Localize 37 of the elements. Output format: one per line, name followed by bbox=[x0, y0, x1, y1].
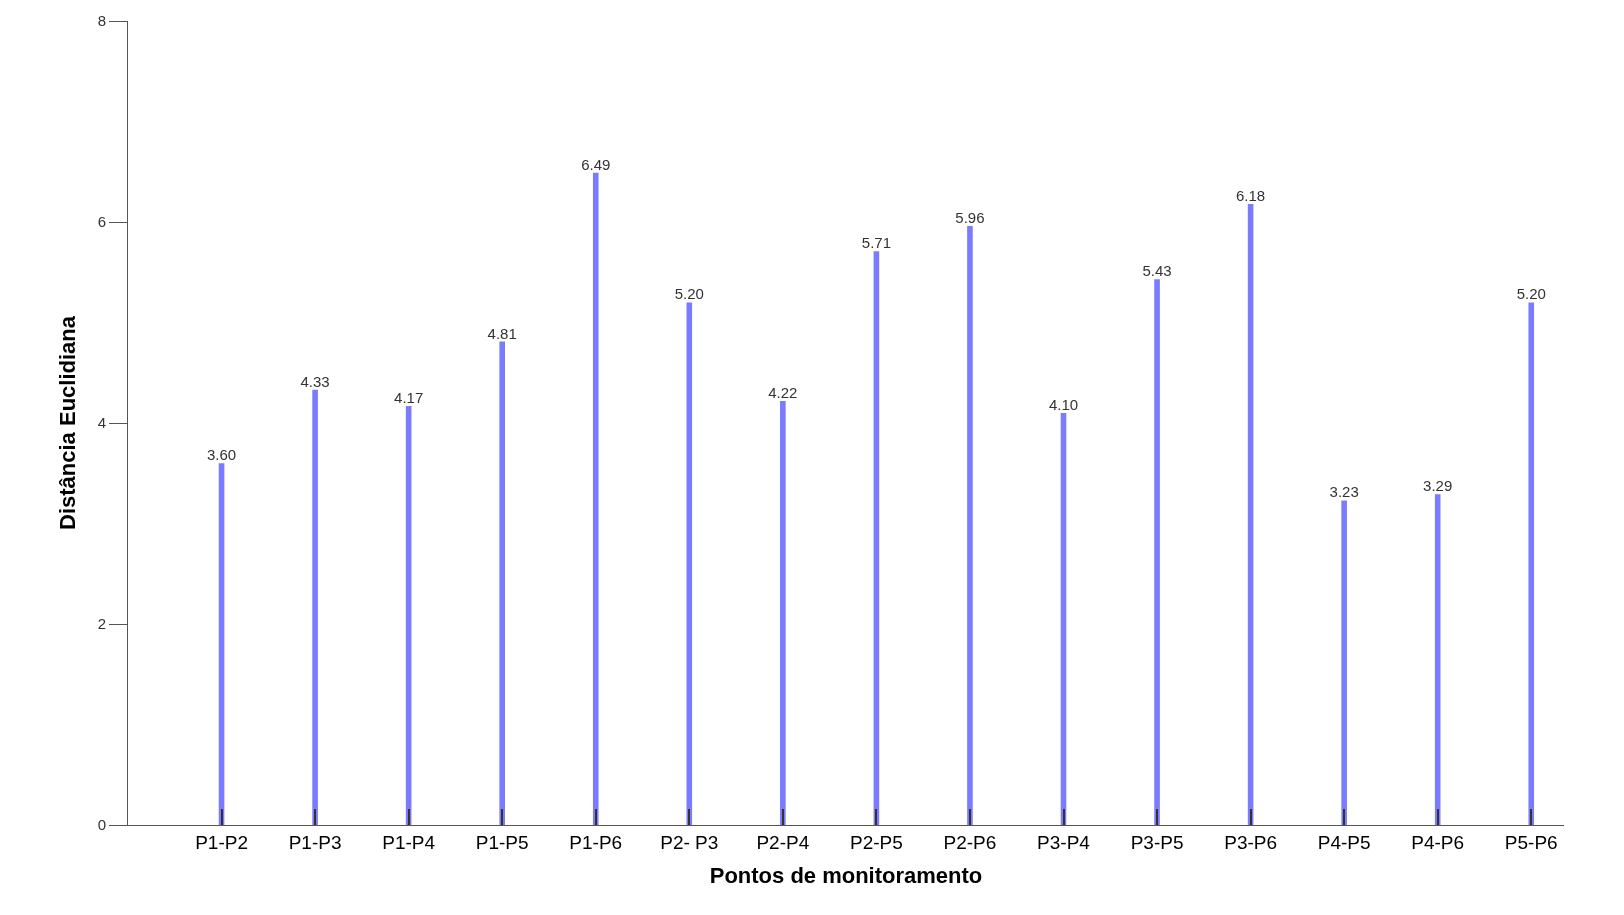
x-tick-label: P1-P2 bbox=[195, 831, 248, 853]
x-tick-label: P3-P4 bbox=[1037, 831, 1091, 853]
data-label: 4.33 bbox=[300, 372, 330, 390]
data-label: 3.23 bbox=[1329, 483, 1359, 501]
y-axis-title: Distância Euclidiana bbox=[55, 315, 81, 530]
x-tick-label: P1-P3 bbox=[288, 831, 342, 853]
data-label: 4.17 bbox=[394, 388, 424, 406]
x-tick-label: P1-P5 bbox=[475, 831, 529, 853]
x-tick-label: P2- P3 bbox=[660, 831, 719, 853]
x-tick-label: P5-P6 bbox=[1504, 831, 1558, 853]
data-label: 5.96 bbox=[955, 209, 985, 227]
x-tick-label: P4-P5 bbox=[1317, 831, 1371, 853]
x-axis-title: Pontos de monitoramento bbox=[709, 862, 983, 888]
x-tick-label: P3-P6 bbox=[1224, 831, 1278, 853]
y-tick-label: 6 bbox=[97, 213, 106, 231]
x-tick-label: P2-P6 bbox=[943, 831, 997, 853]
data-label: 6.49 bbox=[581, 155, 611, 173]
y-tick-label: 4 bbox=[97, 414, 106, 432]
data-label: 4.81 bbox=[487, 324, 517, 342]
x-tick-label: P1-P4 bbox=[382, 831, 436, 853]
y-tick-label: 2 bbox=[97, 615, 106, 633]
data-label: 5.20 bbox=[674, 285, 704, 303]
data-label: 5.71 bbox=[861, 234, 892, 252]
y-tick-label: 0 bbox=[97, 816, 106, 834]
y-tick-label: 8 bbox=[97, 12, 106, 30]
data-label: 3.60 bbox=[206, 446, 237, 464]
data-label: 5.43 bbox=[1142, 262, 1172, 280]
data-label: 6.18 bbox=[1236, 186, 1266, 204]
x-tick-label: P1-P6 bbox=[569, 831, 623, 853]
x-tick-label: P2-P5 bbox=[849, 831, 903, 853]
data-label: 4.10 bbox=[1048, 395, 1079, 413]
x-tick-label: P2-P4 bbox=[756, 831, 810, 853]
x-tick-label: P4-P6 bbox=[1411, 831, 1465, 853]
data-label: 4.22 bbox=[768, 383, 798, 401]
data-label: 5.20 bbox=[1516, 285, 1546, 303]
data-label: 3.29 bbox=[1423, 477, 1453, 495]
x-tick-label: P3-P5 bbox=[1130, 831, 1184, 853]
